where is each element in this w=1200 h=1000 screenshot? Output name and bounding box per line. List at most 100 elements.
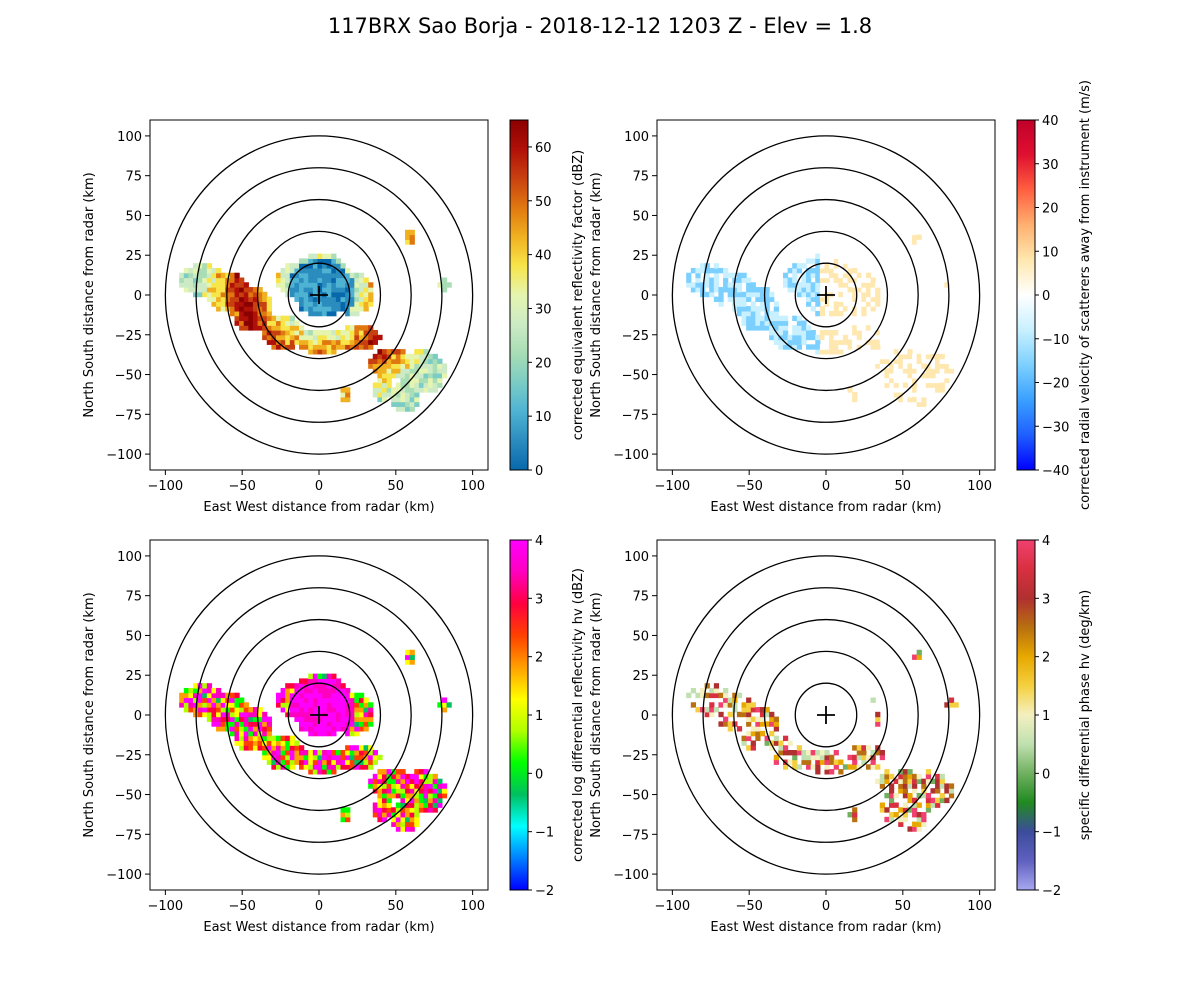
echo-cell <box>340 687 346 694</box>
echo-cell <box>211 697 217 703</box>
echo-cell <box>358 711 365 718</box>
echo-cell <box>732 301 738 307</box>
echo-cell <box>432 363 438 369</box>
x-tick-label: 50 <box>388 479 405 494</box>
echo-cell <box>727 711 733 718</box>
echo-cell <box>907 783 913 789</box>
range-ring <box>763 230 889 360</box>
echo-cell <box>888 363 895 369</box>
echo-cell <box>331 764 337 770</box>
echo-cell <box>248 296 254 302</box>
echo-cell <box>280 282 286 288</box>
echo-cell <box>211 267 217 274</box>
echo-cell <box>335 764 342 770</box>
echo-cell <box>363 291 369 298</box>
echo-cell <box>317 310 323 317</box>
echo-cell <box>902 773 909 780</box>
echo-cell <box>354 745 360 751</box>
echo-cell <box>907 368 913 374</box>
echo-cell <box>888 773 895 780</box>
echo-cell <box>368 745 374 751</box>
echo-cell <box>838 277 844 283</box>
echo-cell <box>262 721 268 727</box>
echo-cell <box>183 692 190 699</box>
echo-cell <box>824 344 830 350</box>
echo-cell <box>939 778 945 785</box>
colorbar-tick-label: −2 <box>535 884 554 899</box>
echo-cell <box>372 339 378 345</box>
echo-cell <box>852 754 858 761</box>
range-ring <box>226 618 412 812</box>
echo-cell <box>875 721 881 727</box>
echo-cell <box>322 683 328 689</box>
echo-cell <box>257 287 263 293</box>
echo-cell <box>806 258 812 264</box>
echo-cell <box>391 778 397 785</box>
echo-cell <box>331 306 337 312</box>
echo-cell <box>916 649 922 656</box>
echo-cell <box>381 816 388 823</box>
echo-cell <box>916 234 922 240</box>
y-tick-label: 100 <box>117 550 142 565</box>
echo-cell <box>317 687 323 694</box>
echo-cell <box>234 296 240 302</box>
echo-cell <box>884 368 890 374</box>
echo-cell <box>838 769 844 775</box>
echo-cell <box>810 344 816 350</box>
echo-cell <box>299 745 305 751</box>
echo-cell <box>921 396 927 403</box>
echo-cell <box>796 282 803 288</box>
echo-cell <box>769 296 775 302</box>
echo-cell <box>879 334 885 341</box>
echo-cell <box>275 697 282 703</box>
echo-cell <box>810 306 816 312</box>
echo-cell <box>801 291 807 298</box>
echo-cell <box>432 792 438 799</box>
colorbar-gradient <box>509 539 529 891</box>
echo-cell <box>335 263 342 269</box>
echo-cell <box>243 325 249 331</box>
echo-cell <box>317 673 323 680</box>
echo-cell <box>893 778 899 785</box>
echo-cell <box>732 296 738 302</box>
y-tick-label: 25 <box>632 669 649 684</box>
echo-cell <box>303 287 309 293</box>
echo-cell <box>294 702 300 708</box>
echo-cell <box>257 716 263 722</box>
echo-cell <box>294 716 300 722</box>
echo-cell <box>363 726 369 732</box>
echo-cell <box>266 754 272 761</box>
figure-title: 117BRX Sao Borja - 2018-12-12 1203 Z - E… <box>327 14 873 38</box>
echo-cell <box>907 778 913 785</box>
echo-cell <box>423 792 429 799</box>
echo-cell <box>248 721 254 727</box>
echo-cell <box>322 692 328 699</box>
echo-cell <box>308 306 314 312</box>
echo-cell <box>299 296 305 302</box>
echo-cell <box>861 306 867 312</box>
echo-cell <box>759 287 766 293</box>
echo-cell <box>303 267 309 274</box>
echo-cell <box>308 707 314 713</box>
echo-cell <box>400 358 406 365</box>
echo-cell <box>326 258 332 264</box>
echo-cell <box>211 277 217 283</box>
echo-cell <box>939 773 945 780</box>
echo-cell <box>262 334 268 341</box>
echo-cell <box>432 358 438 365</box>
echo-cell <box>400 372 406 379</box>
echo-cell <box>815 301 821 307</box>
echo-cell <box>833 272 839 279</box>
y-tick-label: −75 <box>622 408 649 423</box>
echo-cell <box>289 740 296 746</box>
echo-cell <box>418 778 425 785</box>
echo-cell <box>294 296 300 302</box>
echo-cell <box>833 263 839 269</box>
echo-cell <box>322 769 328 775</box>
echo-cell <box>299 711 305 718</box>
echo-cell <box>239 291 245 298</box>
echo-cell <box>252 320 259 326</box>
echo-cell <box>746 697 752 703</box>
echo-cell <box>326 282 332 288</box>
echo-cell <box>299 301 305 307</box>
